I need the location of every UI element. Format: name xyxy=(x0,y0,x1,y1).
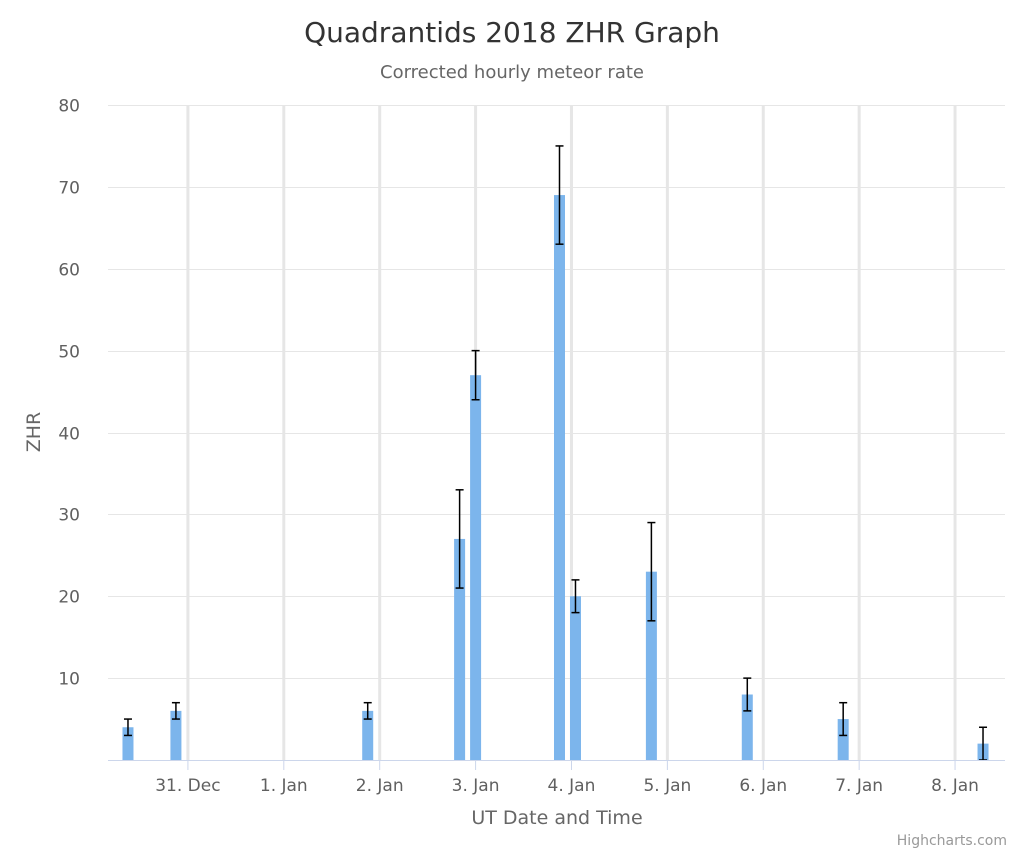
y-tick-label: 50 xyxy=(58,343,80,363)
x-tick-label: 1. Jan xyxy=(260,776,308,796)
y-tick-label: 20 xyxy=(58,588,80,608)
x-tick-label: 8. Jan xyxy=(931,776,979,796)
chart-title: Quadrantids 2018 ZHR Graph xyxy=(304,16,720,49)
y-tick-label: 40 xyxy=(58,425,80,445)
bar xyxy=(170,710,182,760)
credits-link[interactable]: Highcharts.com xyxy=(897,833,1007,849)
x-tick-label: 6. Jan xyxy=(739,776,787,796)
x-tick-label: 3. Jan xyxy=(452,776,500,796)
x-tick-label: 4. Jan xyxy=(548,776,596,796)
bar xyxy=(645,571,657,760)
chart-subtitle: Corrected hourly meteor rate xyxy=(380,62,644,83)
x-tick-label: 2. Jan xyxy=(356,776,404,796)
y-axis-title: ZHR xyxy=(23,412,45,453)
bar xyxy=(553,195,565,760)
bar xyxy=(569,596,581,760)
x-tick-label: 5. Jan xyxy=(643,776,691,796)
y-tick-label: 60 xyxy=(58,261,80,281)
bars xyxy=(122,195,989,760)
y-tick-label: 30 xyxy=(58,506,80,526)
bar xyxy=(837,719,849,760)
y-tick-label: 70 xyxy=(58,179,80,199)
y-tick-label: 10 xyxy=(58,670,80,690)
bar xyxy=(454,538,466,760)
bar xyxy=(362,710,374,760)
bar xyxy=(470,375,482,760)
x-axis-title: UT Date and Time xyxy=(471,807,642,829)
x-tick-label: 31. Dec xyxy=(155,776,220,796)
y-tick-label: 80 xyxy=(58,97,80,117)
error-bars xyxy=(123,145,988,761)
bar xyxy=(741,694,753,760)
axes: 10 20 30 40 50 60 70 80 31. Dec 1. Jan 2. Jan 3. Ja… xyxy=(58,97,1005,796)
x-tick-label: 7. Jan xyxy=(835,776,883,796)
bar xyxy=(122,727,134,760)
